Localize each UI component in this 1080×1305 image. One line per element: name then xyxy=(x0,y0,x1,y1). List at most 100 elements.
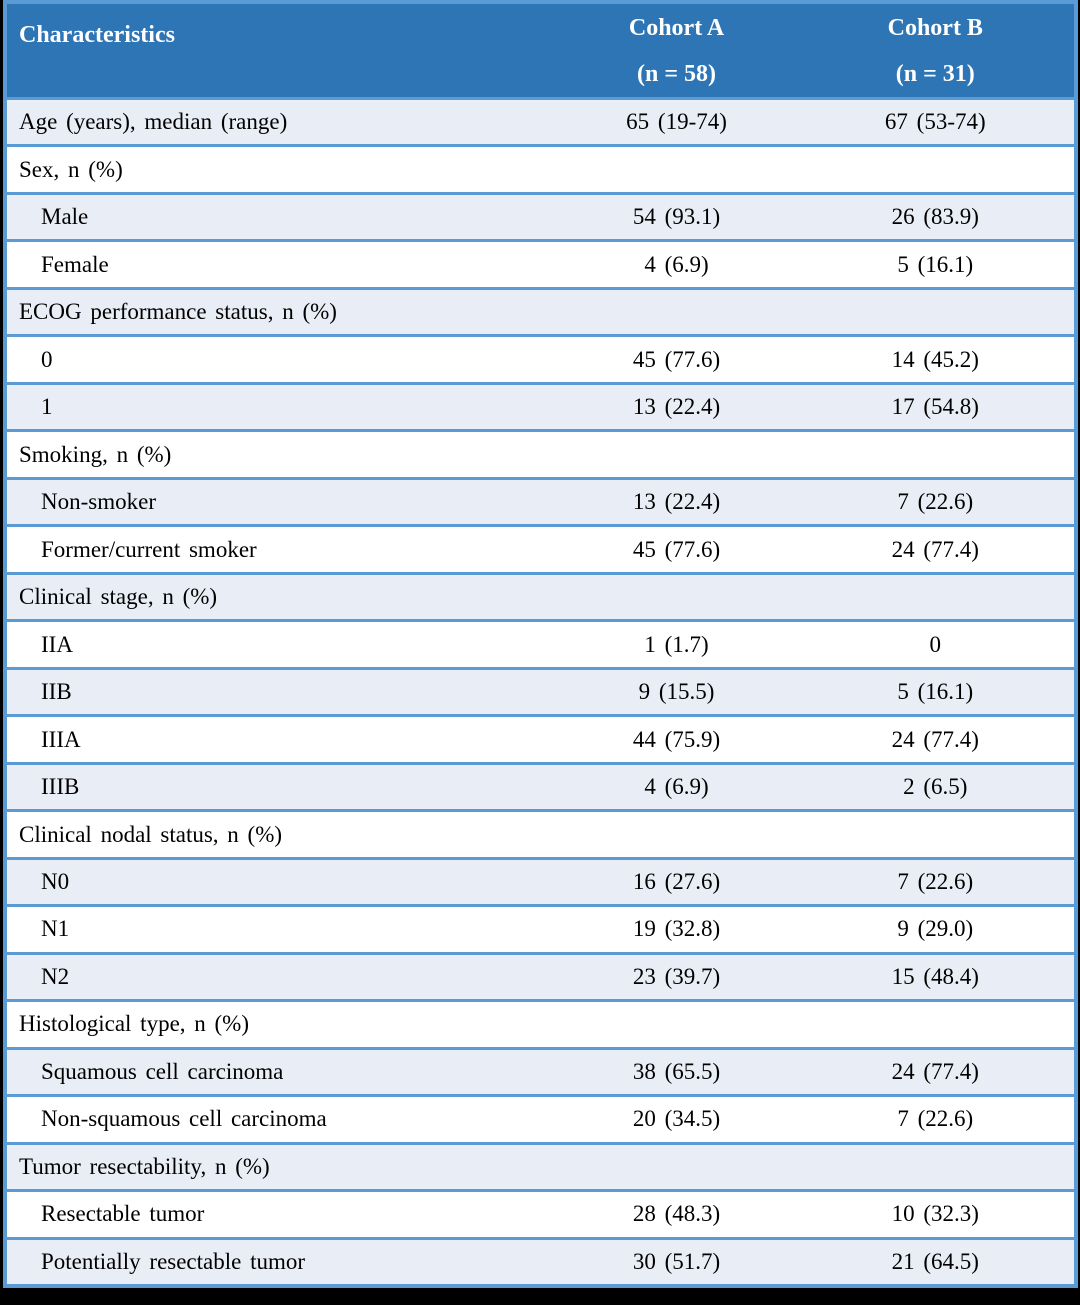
table-row-former-current-smoker: Former/current smoker 45 (77.6) 24 (77.4… xyxy=(7,524,1074,572)
cohort-b-value xyxy=(797,432,1074,476)
cohort-a-value: 45 (77.6) xyxy=(632,346,721,372)
row-label: Male xyxy=(41,204,89,230)
row-label: N0 xyxy=(41,868,70,894)
cohort-b-value xyxy=(797,812,1074,856)
cohort-b-value: 10 (32.3) xyxy=(891,1201,979,1227)
cohort-b-value: 7 (22.6) xyxy=(897,1106,974,1132)
cohort-b-value: 9 (29.0) xyxy=(897,916,974,942)
cohort-a-value: 54 (93.1) xyxy=(632,204,721,230)
table-row-potentially-resectable: Potentially resectable tumor 30 (51.7) 2… xyxy=(7,1236,1074,1285)
cohort-a-value: 28 (48.3) xyxy=(632,1201,721,1227)
table-row-iiia: IIIA 44 (75.9) 24 (77.4) xyxy=(7,714,1074,762)
cohort-b-value: 5 (16.1) xyxy=(897,679,974,705)
cohort-b-value xyxy=(797,147,1074,191)
row-label: Smoking, n (%) xyxy=(19,441,172,467)
cohort-b-value: 2 (6.5) xyxy=(903,774,968,800)
row-label: Female xyxy=(41,251,109,277)
row-label: Tumor resectability, n (%) xyxy=(19,1153,270,1179)
cohort-b-value: 5 (16.1) xyxy=(897,251,974,277)
column-header-cohort-b: Cohort B (n = 31) xyxy=(797,4,1074,97)
cohort-b-value: 24 (77.4) xyxy=(891,726,979,752)
cohort-b-value xyxy=(797,575,1074,619)
cohort-b-value xyxy=(797,1002,1074,1046)
cohort-a-value: 20 (34.5) xyxy=(632,1106,721,1132)
row-label: Non-smoker xyxy=(41,489,156,515)
row-label: N1 xyxy=(41,916,70,942)
row-label: ECOG performance status, n (%) xyxy=(19,299,337,325)
cohort-a-value: 44 (75.9) xyxy=(632,726,721,752)
table-row-ecog-1: 1 13 (22.4) 17 (54.8) xyxy=(7,381,1074,430)
cohort-b-value: 17 (54.8) xyxy=(891,394,979,420)
row-label: Squamous cell carcinoma xyxy=(41,1058,284,1084)
cohort-b-value: 7 (22.6) xyxy=(897,868,974,894)
row-label: IIB xyxy=(41,679,72,705)
cohort-b-value: 24 (77.4) xyxy=(891,1058,979,1084)
row-label: IIA xyxy=(41,631,73,657)
row-label: Age (years), median (range) xyxy=(19,109,288,135)
cohort-b-value: 24 (77.4) xyxy=(891,536,979,562)
table-row-ecog-0: 0 45 (77.6) 14 (45.2) xyxy=(7,334,1074,382)
cohort-a-value xyxy=(557,575,797,619)
row-label: Former/current smoker xyxy=(41,536,257,562)
cohort-a-value: 19 (32.8) xyxy=(632,916,721,942)
cohort-a-value: 13 (22.4) xyxy=(632,394,721,420)
characteristics-header-label: Characteristics xyxy=(19,22,175,48)
row-label: Non-squamous cell carcinoma xyxy=(41,1106,327,1132)
table-body: Age (years), median (range) 65 (19-74) 6… xyxy=(7,100,1074,1285)
table-row-smoking: Smoking, n (%) xyxy=(7,429,1074,477)
row-label: Clinical stage, n (%) xyxy=(19,584,218,610)
cohort-b-value: 15 (48.4) xyxy=(891,963,979,989)
table-row-n0: N0 16 (27.6) 7 (22.6) xyxy=(7,856,1074,905)
cohort-a-value xyxy=(557,812,797,856)
table-row-age: Age (years), median (range) 65 (19-74) 6… xyxy=(7,100,1074,145)
table-row-n2: N2 23 (39.7) 15 (48.4) xyxy=(7,951,1074,1000)
table-row-iia: IIA 1 (1.7) 0 xyxy=(7,619,1074,667)
table-row-tumor-resectability: Tumor resectability, n (%) xyxy=(7,1141,1074,1190)
cohort-a-value: 1 (1.7) xyxy=(644,631,709,657)
cohort-b-value xyxy=(797,290,1074,334)
cohort-a-value: 9 (15.5) xyxy=(638,679,715,705)
row-label: Sex, n (%) xyxy=(19,156,123,182)
cohort-a-value: 38 (65.5) xyxy=(632,1058,721,1084)
cohort-a-value xyxy=(557,290,797,334)
table-row-histological-type: Histological type, n (%) xyxy=(7,999,1074,1047)
column-header-cohort-a: Cohort A (n = 58) xyxy=(557,4,797,97)
cohort-b-header-n: (n = 31) xyxy=(895,60,975,87)
cohort-b-value xyxy=(797,1145,1074,1189)
cohort-a-header-label: Cohort A xyxy=(628,14,725,41)
table-row-resectable: Resectable tumor 28 (48.3) 10 (32.3) xyxy=(7,1189,1074,1237)
cohort-b-header-label: Cohort B xyxy=(887,14,983,41)
cohort-a-value: 30 (51.7) xyxy=(632,1248,721,1274)
table-row-clinical-stage: Clinical stage, n (%) xyxy=(7,571,1074,620)
cohort-a-value: 65 (19-74) xyxy=(626,109,727,135)
row-label: N2 xyxy=(41,963,70,989)
table-row-iiib: IIIB 4 (6.9) 2 (6.5) xyxy=(7,761,1074,810)
row-label: IIIB xyxy=(41,774,80,800)
row-label: Clinical nodal status, n (%) xyxy=(19,821,283,847)
row-label: Resectable tumor xyxy=(41,1201,205,1227)
cohort-a-value xyxy=(557,432,797,476)
row-label: Histological type, n (%) xyxy=(19,1011,250,1037)
cohort-a-value: 4 (6.9) xyxy=(644,251,709,277)
table-row-clinical-nodal-status: Clinical nodal status, n (%) xyxy=(7,809,1074,857)
cohort-b-value: 21 (64.5) xyxy=(891,1248,979,1274)
cohort-a-value: 4 (6.9) xyxy=(644,774,709,800)
table-row-sex: Sex, n (%) xyxy=(7,144,1074,192)
row-label: Potentially resectable tumor xyxy=(41,1248,306,1274)
cohort-b-value: 14 (45.2) xyxy=(891,346,979,372)
cohort-a-value: 13 (22.4) xyxy=(632,489,721,515)
row-label: 0 xyxy=(41,346,53,372)
column-header-characteristics: Characteristics xyxy=(7,4,557,97)
table-row-ecog: ECOG performance status, n (%) xyxy=(7,286,1074,335)
cohort-a-value xyxy=(557,1002,797,1046)
cohort-b-value: 7 (22.6) xyxy=(897,489,974,515)
table-row-male: Male 54 (93.1) 26 (83.9) xyxy=(7,191,1074,240)
table-row-non-squamous: Non-squamous cell carcinoma 20 (34.5) 7 … xyxy=(7,1094,1074,1142)
cohort-b-value: 26 (83.9) xyxy=(891,204,979,230)
table-row-non-smoker: Non-smoker 13 (22.4) 7 (22.6) xyxy=(7,476,1074,525)
cohort-b-value: 0 xyxy=(929,631,942,657)
cohort-a-value: 16 (27.6) xyxy=(632,868,721,894)
row-label: IIIA xyxy=(41,726,81,752)
cohort-a-value: 23 (39.7) xyxy=(632,963,721,989)
row-label: 1 xyxy=(41,394,53,420)
